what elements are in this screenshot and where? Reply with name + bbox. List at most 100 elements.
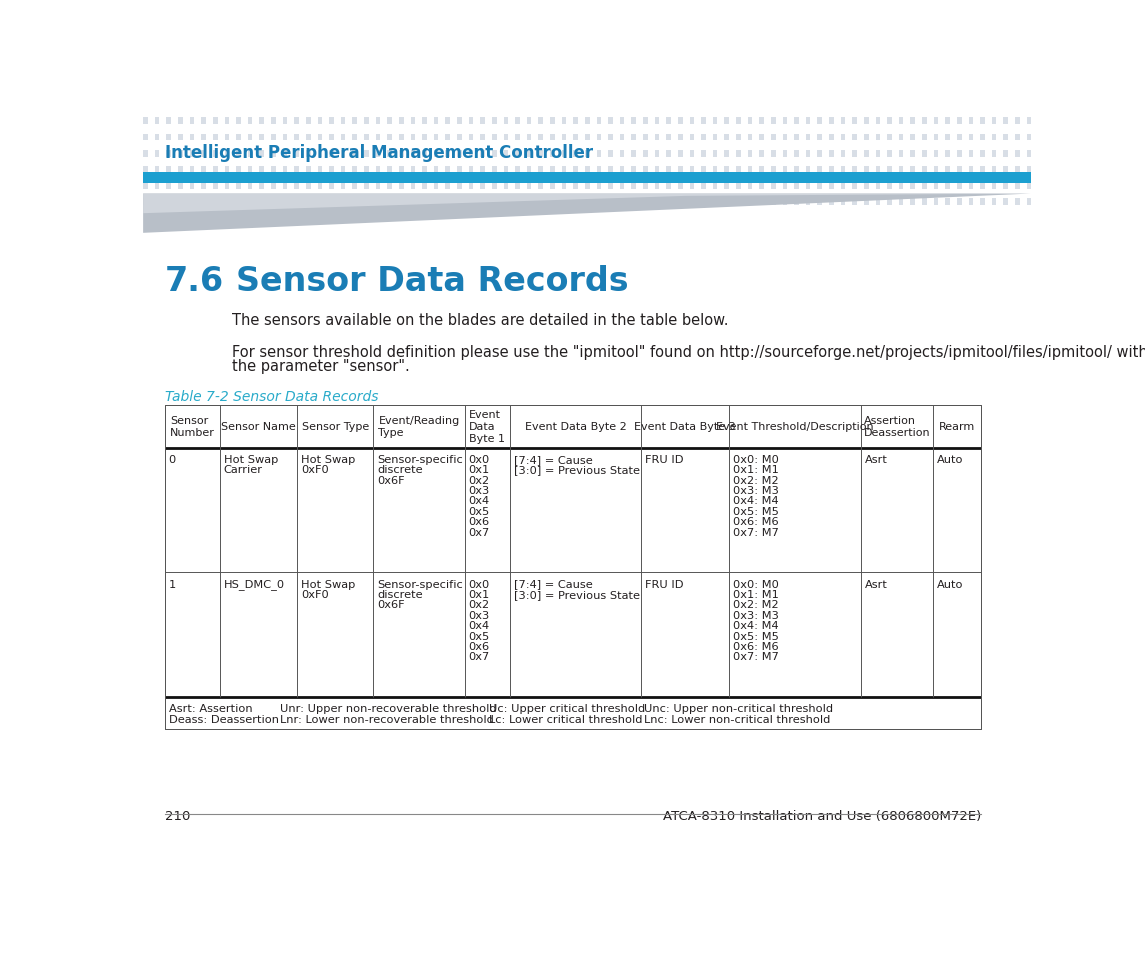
Bar — [329, 134, 334, 141]
Text: Sensor
Number: Sensor Number — [169, 416, 215, 437]
Bar — [353, 151, 357, 157]
Bar — [748, 151, 752, 157]
Bar — [562, 134, 567, 141]
Bar — [597, 167, 601, 173]
Text: HS_DMC_0: HS_DMC_0 — [223, 579, 285, 590]
Bar — [445, 134, 450, 141]
Bar — [504, 134, 508, 141]
Bar — [655, 151, 660, 157]
Bar — [1014, 151, 1020, 157]
Bar — [236, 118, 240, 125]
Bar — [260, 151, 264, 157]
Bar — [933, 118, 938, 125]
Bar — [933, 183, 938, 190]
Bar — [712, 183, 718, 190]
Bar — [190, 183, 195, 190]
Bar — [597, 199, 601, 206]
Bar — [271, 183, 276, 190]
Bar — [457, 134, 461, 141]
Bar — [202, 118, 206, 125]
Text: Lc: Lower critical threshold: Lc: Lower critical threshold — [489, 715, 642, 724]
Bar — [294, 199, 299, 206]
Bar — [980, 183, 985, 190]
Bar — [736, 183, 741, 190]
Bar — [933, 134, 938, 141]
Bar — [155, 167, 159, 173]
Bar — [155, 183, 159, 190]
Bar — [177, 199, 183, 206]
Bar — [341, 118, 346, 125]
Bar — [712, 199, 718, 206]
Bar — [177, 183, 183, 190]
Bar — [411, 151, 416, 157]
Bar — [398, 199, 403, 206]
Bar — [992, 199, 996, 206]
Bar — [980, 199, 985, 206]
Bar — [480, 151, 484, 157]
Bar — [689, 199, 694, 206]
Bar — [1014, 134, 1020, 141]
Bar — [515, 151, 520, 157]
Bar — [689, 167, 694, 173]
Text: discrete: discrete — [377, 589, 423, 599]
Bar — [782, 183, 787, 190]
Bar — [597, 151, 601, 157]
Bar — [550, 134, 554, 141]
Bar — [457, 151, 461, 157]
Bar — [213, 199, 218, 206]
Text: Asrt: Assertion: Asrt: Assertion — [168, 703, 252, 714]
Bar — [341, 151, 346, 157]
Bar — [434, 134, 439, 141]
Bar — [957, 199, 962, 206]
Bar — [492, 118, 497, 125]
Bar — [840, 199, 845, 206]
Bar — [202, 167, 206, 173]
Bar — [527, 167, 531, 173]
Bar — [852, 151, 856, 157]
Bar — [434, 199, 439, 206]
Bar — [782, 199, 787, 206]
Bar — [224, 199, 229, 206]
Bar — [933, 167, 938, 173]
Bar — [411, 167, 416, 173]
Bar — [795, 151, 799, 157]
Bar — [294, 151, 299, 157]
Bar — [260, 118, 264, 125]
Bar — [562, 199, 567, 206]
Text: 0x3: 0x3 — [468, 485, 490, 496]
Bar — [317, 167, 322, 173]
Text: 0x1: 0x1 — [468, 589, 490, 599]
Bar — [782, 134, 787, 141]
Bar — [468, 134, 473, 141]
Bar — [910, 167, 915, 173]
Bar — [852, 118, 856, 125]
Bar — [655, 118, 660, 125]
Bar — [283, 183, 287, 190]
Bar — [202, 183, 206, 190]
Bar — [666, 183, 671, 190]
Bar — [1039, 167, 1043, 173]
Bar — [550, 151, 554, 157]
Bar — [829, 199, 834, 206]
Bar — [492, 151, 497, 157]
Bar — [341, 199, 346, 206]
Bar — [725, 118, 729, 125]
Bar — [143, 151, 148, 157]
Bar — [166, 151, 171, 157]
Text: Sensor Type: Sensor Type — [301, 421, 369, 432]
Bar — [364, 134, 369, 141]
Bar — [631, 118, 635, 125]
Bar — [771, 183, 775, 190]
Bar — [818, 151, 822, 157]
Bar — [771, 167, 775, 173]
Text: Table 7-2 Sensor Data Records: Table 7-2 Sensor Data Records — [165, 390, 378, 404]
Bar — [434, 151, 439, 157]
Bar — [411, 118, 416, 125]
Text: [3:0] = Previous State: [3:0] = Previous State — [514, 589, 640, 599]
Text: 0x1: 0x1 — [468, 465, 490, 475]
Bar — [283, 118, 287, 125]
Bar — [387, 167, 392, 173]
Text: [7:4] = Cause: [7:4] = Cause — [514, 579, 592, 589]
Bar — [922, 167, 926, 173]
Bar — [980, 151, 985, 157]
